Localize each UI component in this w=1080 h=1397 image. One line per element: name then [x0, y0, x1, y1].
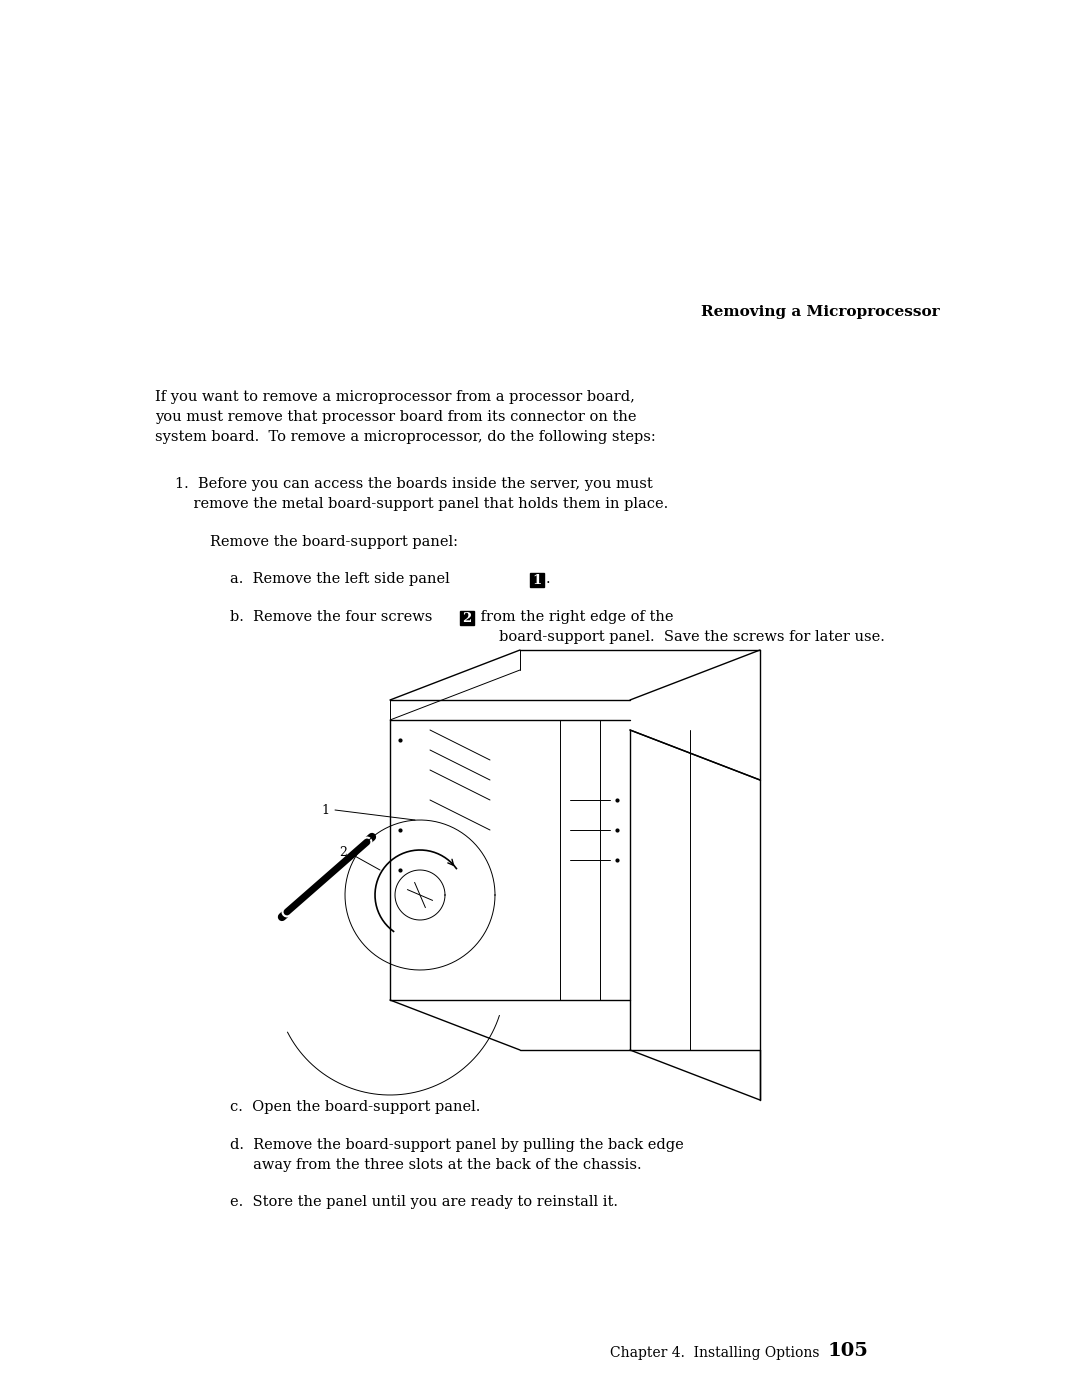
Text: c.  Open the board-support panel.: c. Open the board-support panel. — [230, 1099, 481, 1113]
Text: b.  Remove the four screws: b. Remove the four screws — [230, 610, 437, 624]
FancyBboxPatch shape — [530, 573, 544, 587]
Text: e.  Store the panel until you are ready to reinstall it.: e. Store the panel until you are ready t… — [230, 1194, 618, 1208]
Text: Removing a Microprocessor: Removing a Microprocessor — [701, 305, 940, 319]
Text: 105: 105 — [828, 1343, 869, 1361]
Text: 1: 1 — [532, 574, 542, 587]
Text: d.  Remove the board-support panel by pulling the back edge
     away from the t: d. Remove the board-support panel by pul… — [230, 1139, 684, 1172]
Text: If you want to remove a microprocessor from a processor board,
you must remove t: If you want to remove a microprocessor f… — [156, 390, 656, 444]
Text: a.  Remove the left side panel: a. Remove the left side panel — [230, 571, 455, 585]
Text: from the right edge of the
     board-support panel.  Save the screws for later : from the right edge of the board-support… — [476, 610, 885, 644]
Text: .: . — [546, 571, 551, 585]
Text: Chapter 4.  Installing Options: Chapter 4. Installing Options — [610, 1345, 820, 1361]
Text: 2: 2 — [339, 847, 347, 859]
FancyBboxPatch shape — [460, 610, 474, 624]
Text: Remove the board-support panel:: Remove the board-support panel: — [210, 535, 458, 549]
Text: 1: 1 — [321, 803, 329, 816]
Text: 1.  Before you can access the boards inside the server, you must
    remove the : 1. Before you can access the boards insi… — [175, 476, 669, 511]
Text: 2: 2 — [462, 612, 472, 624]
